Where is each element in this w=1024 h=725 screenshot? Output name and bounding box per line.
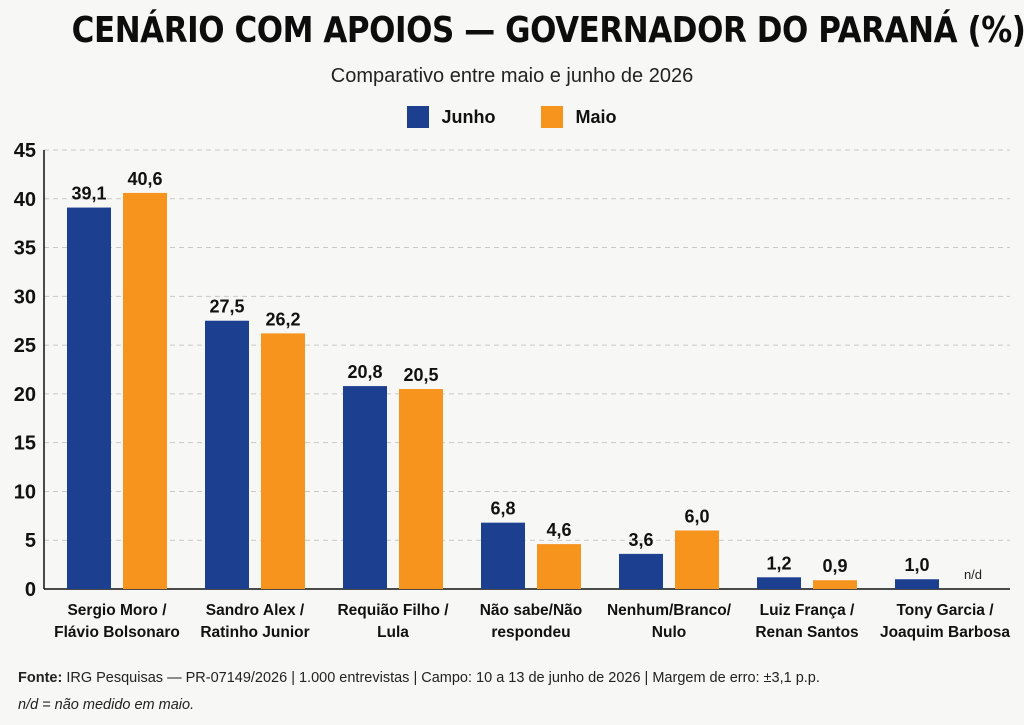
legend-item-maio: Maio [541,106,617,128]
bar-junho [757,577,801,589]
bar-maio [813,580,857,589]
bar-maio [123,192,167,589]
bar-maio [675,530,719,589]
data-label: 1,0 [904,555,929,575]
data-label: 6,8 [490,499,515,519]
data-label: 20,5 [403,365,438,385]
x-tick-label: Sergio Moro / [67,602,167,619]
x-tick-label: Não sabe/Não [480,602,583,619]
y-tick-label: 40 [14,189,36,211]
chart-title: CENÁRIO COM APOIOS — GOVERNADOR DO PARAN… [71,10,1024,51]
data-label: 20,8 [347,362,382,382]
data-label-nd: n/d [964,567,982,582]
x-tick-label: Ratinho Junior [200,624,309,641]
legend-swatch-maio [541,106,564,128]
legend-item-junho: Junho [407,106,495,128]
data-label: 39,1 [71,184,106,204]
data-label: 0,9 [822,556,847,576]
x-tick-label: Joaquim Barbosa [880,624,1010,641]
bar-junho [343,386,387,589]
y-tick-label: 30 [14,286,36,308]
data-label: 4,6 [546,520,571,540]
footer-note: n/d = não medido em maio. [18,697,195,713]
bar-junho [481,522,525,589]
y-tick-label: 45 [14,140,36,162]
bar-junho [67,207,111,589]
y-tick-label: 10 [14,481,36,503]
data-label: 40,6 [127,169,162,189]
bar-chart: 0 5 10 15 20 25 30 35 40 45 39,1 40,6 Sergio Moro / F… [14,140,1011,641]
data-label: 6,0 [684,506,709,526]
x-tick-label: Flávio Bolsonaro [54,624,180,641]
footer-source-text: IRG Pesquisas — PR-07149/2026 | 1.000 en… [66,670,820,686]
footer-source-label: Fonte: [18,670,63,686]
bar-maio [537,544,581,589]
y-tick-label: 20 [14,384,36,406]
x-tick-label: Luiz França / [760,602,855,619]
y-tick-label: 5 [25,530,36,552]
x-tick-label: Requião Filho / [337,602,449,619]
y-tick-label: 35 [14,238,36,260]
bar-maio [261,333,305,589]
data-label: 1,2 [766,553,791,573]
x-tick-label: Lula [377,624,409,641]
chart-subtitle: Comparativo entre maio e junho de 2026 [330,65,694,87]
legend: Junho Maio [0,106,1024,128]
legend-label-maio: Maio [575,106,617,127]
y-tick-label: 25 [14,335,36,357]
bar-junho [205,320,249,589]
bar-junho [619,553,663,589]
legend-swatch-junho [407,106,430,128]
data-label: 3,6 [628,530,653,550]
x-tick-label: Tony Garcia / [896,602,994,619]
footer-source: Fonte: IRG Pesquisas — PR-07149/2026 | 1… [18,670,820,686]
x-tick-label: Nulo [652,624,686,641]
data-label: 27,5 [209,297,244,317]
x-tick-label: Renan Santos [755,624,858,641]
legend-label-junho: Junho [441,106,496,127]
y-tick-label: 15 [14,433,36,455]
data-label: 26,2 [265,309,300,329]
bar-maio [399,389,443,589]
x-tick-label: respondeu [491,624,570,641]
y-tick-label: 0 [25,579,36,601]
bar-junho [895,579,939,589]
x-tick-label: Nenhum/Branco/ [607,602,732,619]
x-tick-label: Sandro Alex / [206,602,305,619]
